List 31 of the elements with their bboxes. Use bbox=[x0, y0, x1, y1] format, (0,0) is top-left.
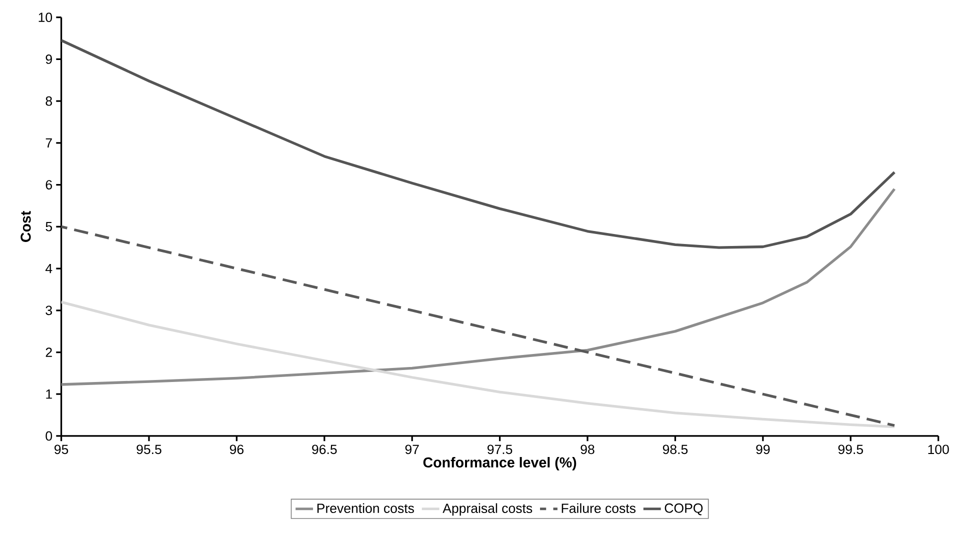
line-series bbox=[61, 38, 896, 249]
y-tick-label: 0 bbox=[46, 431, 52, 441]
x-tick-label: 95.5 bbox=[136, 444, 162, 454]
legend-label: COPQ bbox=[664, 503, 703, 516]
x-tick-label: 98.5 bbox=[662, 444, 688, 454]
x-tick-label: 97.5 bbox=[488, 444, 512, 454]
y-tick-label: 7 bbox=[46, 138, 52, 148]
x-tick-label: 95 bbox=[54, 444, 68, 454]
x-tick-label: 99.5 bbox=[838, 444, 863, 454]
y-tick-label: 5 bbox=[46, 222, 52, 232]
x-tick-label: 98 bbox=[580, 444, 594, 454]
y-tick-label: 8 bbox=[46, 96, 52, 106]
line-series bbox=[61, 300, 896, 428]
x-tick-label: 96 bbox=[230, 444, 244, 454]
legend-label: Prevention costs bbox=[317, 503, 414, 513]
x-tick-label: 99 bbox=[756, 444, 770, 454]
y-tick-label: 3 bbox=[46, 306, 52, 315]
line-series bbox=[61, 188, 896, 386]
y-axis-title: Cost bbox=[20, 210, 31, 242]
y-tick-label: 4 bbox=[45, 264, 52, 273]
y-tick-label: 1 bbox=[46, 389, 52, 399]
y-tick-label: 2 bbox=[46, 348, 52, 357]
legend-label: Failure costs bbox=[562, 503, 636, 513]
y-tick-label: 10 bbox=[38, 12, 52, 22]
legend-label: Appraisal costs bbox=[442, 503, 532, 516]
x-tick-label: 100 bbox=[928, 444, 949, 454]
x-tick-label: 97 bbox=[405, 444, 419, 454]
y-tick-label: 6 bbox=[46, 180, 52, 190]
y-tick-label: 9 bbox=[46, 54, 52, 64]
x-tick-label: 96.5 bbox=[312, 444, 337, 454]
x-axis-title: Conformance level (%) bbox=[423, 456, 576, 470]
